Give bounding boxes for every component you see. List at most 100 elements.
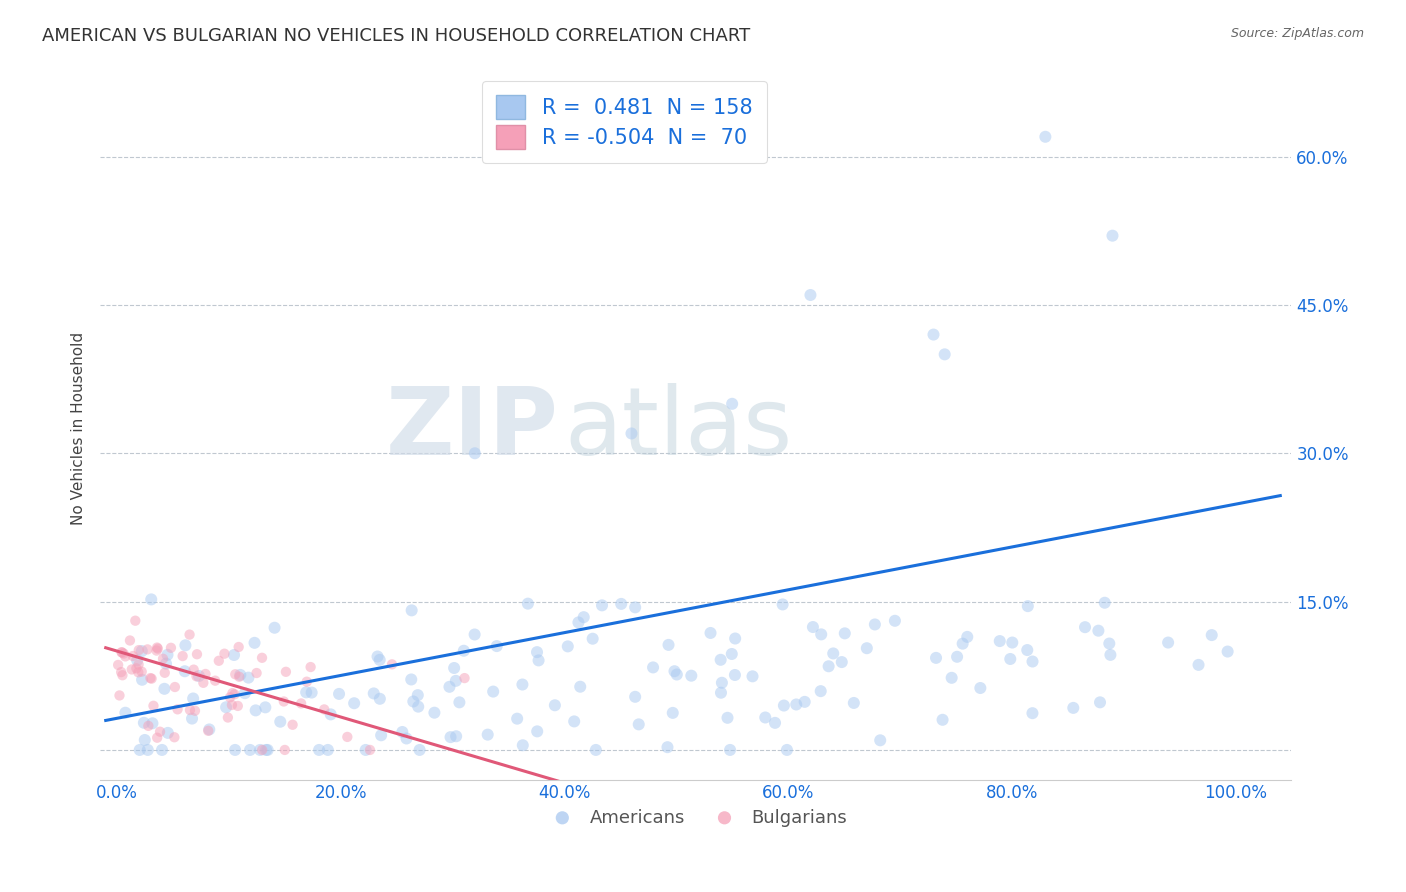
Point xyxy=(834,626,856,640)
Point xyxy=(187,669,209,683)
Point xyxy=(146,640,169,655)
Point xyxy=(526,645,548,659)
Point xyxy=(224,667,246,681)
Point xyxy=(153,681,176,696)
Point xyxy=(328,687,350,701)
Point xyxy=(453,644,475,658)
Point xyxy=(516,597,538,611)
Point xyxy=(224,743,246,757)
Point xyxy=(773,698,796,713)
Point xyxy=(406,688,429,702)
Point xyxy=(443,661,465,675)
Point xyxy=(274,665,297,679)
Point xyxy=(290,697,312,711)
Point xyxy=(1088,695,1111,709)
Point xyxy=(128,743,150,757)
Point xyxy=(449,695,471,709)
Point xyxy=(141,592,163,607)
Point xyxy=(1021,655,1043,669)
Point xyxy=(141,672,163,686)
Point xyxy=(224,687,246,701)
Point xyxy=(114,649,136,664)
Point xyxy=(134,733,156,747)
Point xyxy=(124,614,146,628)
Point xyxy=(477,728,499,742)
Point xyxy=(314,702,336,716)
Point xyxy=(121,662,143,676)
Point xyxy=(146,731,169,745)
Point xyxy=(716,711,738,725)
Point xyxy=(1216,644,1239,658)
Point xyxy=(127,653,149,667)
Point xyxy=(1157,635,1180,649)
Point xyxy=(512,739,534,753)
Point xyxy=(665,667,688,681)
Point xyxy=(664,664,686,678)
Point xyxy=(699,626,721,640)
Point xyxy=(591,599,613,613)
Point xyxy=(238,671,260,685)
Point xyxy=(142,698,165,713)
Point xyxy=(741,669,763,683)
Point xyxy=(173,665,195,679)
Point xyxy=(128,657,150,672)
Point xyxy=(354,743,377,757)
Point xyxy=(166,702,188,716)
Point xyxy=(810,627,832,641)
Point xyxy=(585,743,607,757)
Text: AMERICAN VS BULGARIAN NO VEHICLES IN HOUSEHOLD CORRELATION CHART: AMERICAN VS BULGARIAN NO VEHICLES IN HOU… xyxy=(42,27,751,45)
Point xyxy=(439,680,461,694)
Point xyxy=(988,634,1011,648)
Point xyxy=(343,696,366,710)
Point xyxy=(720,647,742,661)
Point xyxy=(406,699,429,714)
Point xyxy=(179,703,201,717)
Point xyxy=(229,668,252,682)
Point xyxy=(228,640,250,654)
Point xyxy=(1201,628,1223,642)
Point xyxy=(627,717,650,731)
Point xyxy=(624,690,647,704)
Point xyxy=(111,668,134,682)
Point xyxy=(233,686,256,700)
Point xyxy=(1087,624,1109,638)
Point xyxy=(1001,635,1024,649)
Point xyxy=(186,647,208,661)
Point xyxy=(153,665,176,680)
Point xyxy=(299,660,322,674)
Point xyxy=(1074,620,1097,634)
Point xyxy=(925,651,948,665)
Point xyxy=(453,671,475,685)
Point xyxy=(569,680,592,694)
Point xyxy=(222,648,245,662)
Point xyxy=(572,610,595,624)
Point xyxy=(931,713,953,727)
Point xyxy=(823,647,845,661)
Point xyxy=(710,675,733,690)
Point xyxy=(1099,648,1122,662)
Point xyxy=(136,743,159,757)
Point xyxy=(138,719,160,733)
Point xyxy=(1187,657,1209,672)
Text: Source: ZipAtlas.com: Source: ZipAtlas.com xyxy=(1230,27,1364,40)
Point xyxy=(402,694,425,708)
Point xyxy=(641,660,664,674)
Point xyxy=(145,643,167,657)
Point xyxy=(160,640,183,655)
Point xyxy=(217,710,239,724)
Point xyxy=(155,657,177,671)
Point xyxy=(250,650,273,665)
Point xyxy=(1035,129,1057,144)
Point xyxy=(763,715,786,730)
Point xyxy=(174,638,197,652)
Point xyxy=(274,743,297,757)
Point xyxy=(776,743,799,757)
Point xyxy=(367,649,389,664)
Point xyxy=(131,673,153,687)
Point xyxy=(817,659,839,673)
Point xyxy=(785,698,807,712)
Point xyxy=(799,288,821,302)
Point xyxy=(620,426,643,441)
Point xyxy=(249,743,271,757)
Point xyxy=(661,706,683,720)
